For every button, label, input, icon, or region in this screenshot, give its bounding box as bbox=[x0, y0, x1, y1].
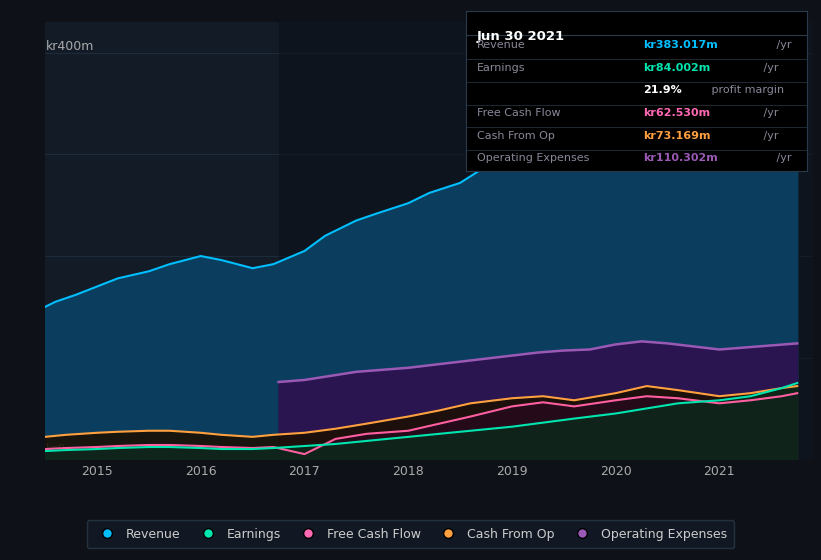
Text: /yr: /yr bbox=[760, 108, 778, 118]
Text: kr110.302m: kr110.302m bbox=[644, 153, 718, 163]
Text: kr383.017m: kr383.017m bbox=[644, 40, 718, 50]
Text: Free Cash Flow: Free Cash Flow bbox=[476, 108, 560, 118]
Text: Earnings: Earnings bbox=[476, 63, 525, 73]
Text: /yr: /yr bbox=[760, 63, 778, 73]
Text: profit margin: profit margin bbox=[709, 85, 784, 95]
Text: /yr: /yr bbox=[773, 153, 791, 163]
Bar bbox=[278, 22, 813, 459]
Text: /yr: /yr bbox=[773, 40, 791, 50]
Text: kr400m: kr400m bbox=[46, 40, 94, 53]
Text: kr84.002m: kr84.002m bbox=[644, 63, 711, 73]
Text: kr73.169m: kr73.169m bbox=[644, 130, 711, 141]
Text: Jun 30 2021: Jun 30 2021 bbox=[476, 30, 565, 43]
Text: kr0: kr0 bbox=[46, 443, 67, 456]
Text: Cash From Op: Cash From Op bbox=[476, 130, 554, 141]
Legend: Revenue, Earnings, Free Cash Flow, Cash From Op, Operating Expenses: Revenue, Earnings, Free Cash Flow, Cash … bbox=[87, 520, 734, 548]
Text: /yr: /yr bbox=[760, 130, 778, 141]
Text: kr62.530m: kr62.530m bbox=[644, 108, 711, 118]
Text: 21.9%: 21.9% bbox=[644, 85, 682, 95]
Text: Operating Expenses: Operating Expenses bbox=[476, 153, 589, 163]
Text: Revenue: Revenue bbox=[476, 40, 525, 50]
